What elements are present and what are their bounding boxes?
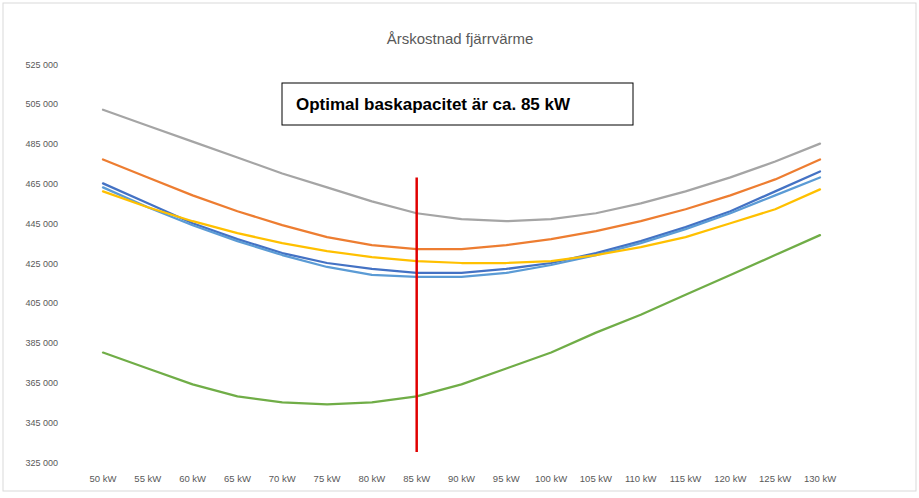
series-line [103,235,820,404]
y-tick-label: 465 000 [25,179,58,189]
y-tick-label: 485 000 [25,139,58,149]
x-tick-label: 115 kW [670,473,702,484]
y-tick [65,64,67,65]
chart-frame [3,3,916,491]
x-tick-label: 110 kW [625,473,657,484]
y-tick [65,143,67,144]
chart-title: Årskostnad fjärrvärme [387,30,534,47]
x-tick-label: 50 kW [90,473,117,484]
x-tick-label: 70 kW [269,473,296,484]
x-tick-label: 90 kW [448,473,475,484]
series-line [103,110,820,221]
y-tick [65,103,67,104]
y-tick [65,342,67,343]
x-tick-label: 105 kW [580,473,612,484]
x-tick-label: 95 kW [493,473,520,484]
y-tick [65,462,67,463]
y-tick-label: 345 000 [25,418,58,428]
y-tick-label: 325 000 [25,458,58,468]
y-tick-label: 405 000 [25,298,58,308]
y-tick-label: 445 000 [25,219,58,229]
chart: Årskostnad fjärrvärme 325 000 345 000 365 0… [0,0,919,498]
series-line [103,189,820,263]
plot-area [103,110,820,452]
y-tick [65,422,67,423]
x-tick-label: 130 kW [804,473,836,484]
x-tick-label: 65 kW [224,473,251,484]
y-tick-label: 525 000 [25,60,58,70]
reference-line [415,177,418,452]
y-tick [65,263,67,264]
x-tick-label: 55 kW [134,473,161,484]
x-tick-label: 60 kW [179,473,206,484]
y-tick-label: 505 000 [25,99,58,109]
x-tick-label: 120 kW [714,473,746,484]
annotation: Optimal baskapacitet är ca. 85 kW [296,95,571,114]
y-tick [65,302,67,303]
series-line [103,171,820,272]
x-tick-label: 85 kW [403,473,430,484]
x-tick-label: 100 kW [535,473,567,484]
series-line [103,160,820,250]
y-tick-label: 365 000 [25,378,58,388]
x-tick-label: 125 kW [759,473,791,484]
annotation-box [282,83,633,125]
y-tick-label: 425 000 [25,259,58,269]
series-line [103,177,820,277]
x-tick-label: 80 kW [358,473,385,484]
y-tick [65,382,67,383]
y-tick [65,223,67,224]
x-tick-label: 75 kW [314,473,341,484]
y-tick [65,183,67,184]
y-tick-label: 385 000 [25,338,58,348]
